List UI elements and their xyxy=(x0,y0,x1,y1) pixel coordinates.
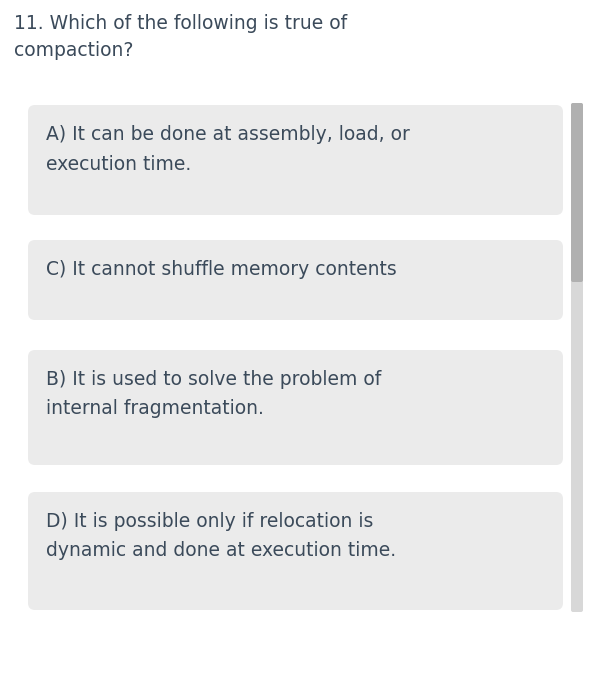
Text: C) It cannot shuffle memory contents: C) It cannot shuffle memory contents xyxy=(46,260,397,279)
FancyBboxPatch shape xyxy=(28,240,563,320)
FancyBboxPatch shape xyxy=(28,105,563,215)
FancyBboxPatch shape xyxy=(28,350,563,465)
FancyBboxPatch shape xyxy=(571,103,583,282)
FancyBboxPatch shape xyxy=(571,103,583,612)
Text: B) It is used to solve the problem of
internal fragmentation.: B) It is used to solve the problem of in… xyxy=(46,370,381,419)
FancyBboxPatch shape xyxy=(28,492,563,610)
Text: D) It is possible only if relocation is
dynamic and done at execution time.: D) It is possible only if relocation is … xyxy=(46,512,396,561)
Text: A) It can be done at assembly, load, or
execution time.: A) It can be done at assembly, load, or … xyxy=(46,125,410,174)
Text: 11. Which of the following is true of
compaction?: 11. Which of the following is true of co… xyxy=(14,14,347,60)
